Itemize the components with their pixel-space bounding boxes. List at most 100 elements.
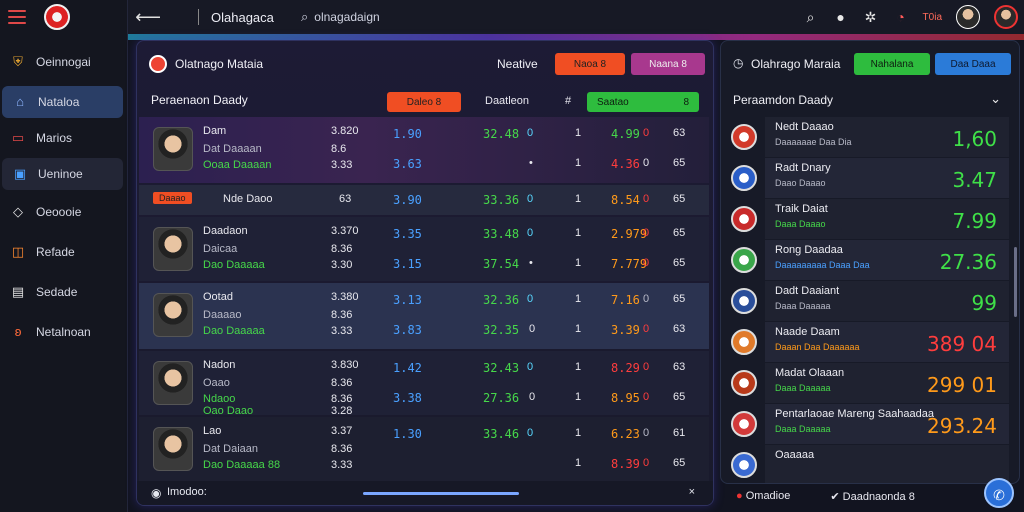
main-footer: ◉ Imodoo: × xyxy=(137,481,713,505)
marker: 0 xyxy=(527,127,534,139)
sidebar-top xyxy=(0,0,127,34)
list-item[interactable]: Rong Daadaa Daaaaaaaaa Daaa Daa 27.36 xyxy=(765,240,1009,280)
list-item[interactable]: Radt Dnary Daao Daaao 3.47 xyxy=(765,158,1009,198)
item-value: 3.47 xyxy=(952,168,997,192)
quota-b: 65 xyxy=(673,457,686,469)
odds-value: 3.90 xyxy=(393,193,422,207)
sidebar-item-label: Oeoooie xyxy=(36,205,82,219)
player-team: Daaaao xyxy=(203,309,242,321)
table-row[interactable]: Ootad Daaaao Dao Daaaaa 3.380 8.36 3.33 3.13 32… xyxy=(139,283,709,349)
quota-b: 65 xyxy=(673,257,686,269)
sidebar-item-4[interactable]: ◇ Oeoooie xyxy=(0,196,124,228)
price-marker: 0 xyxy=(643,427,650,439)
sidebar-item-0[interactable]: ⛨ Oeinnogai xyxy=(0,46,124,78)
ball-icon[interactable]: ● xyxy=(836,9,845,25)
player-name: Lao xyxy=(203,425,222,437)
table-row[interactable]: Lao Dat Daiaan Dao Daaaaa 88 3.37 8.36 3.33 1.… xyxy=(139,417,709,483)
header-purple-button[interactable]: Naana 8 xyxy=(631,53,705,75)
stat-b: 8.36 xyxy=(331,443,353,455)
brand-logo[interactable] xyxy=(44,4,70,30)
item-name: Madat Olaaan xyxy=(775,367,845,379)
item-value: 27.36 xyxy=(939,250,997,274)
sidebar-item-label: Sedade xyxy=(36,285,78,299)
count-b: 1 xyxy=(575,391,582,403)
list-item[interactable]: Naade Daam Daaan Daa Daaaaaa 389 04 xyxy=(765,322,1009,362)
column-label: Daatleon xyxy=(485,95,530,107)
stat-c: 3.33 xyxy=(331,159,353,171)
header-orange-button[interactable]: Naoa 8 xyxy=(555,53,625,75)
list-item[interactable]: Oaaaaa xyxy=(765,445,1009,483)
score-value-b: 37.54 xyxy=(483,257,520,271)
list-item[interactable]: Nedt Daaao Daaaaaae Daa Dia 1,60 xyxy=(765,117,1009,157)
close-icon[interactable]: × xyxy=(688,486,695,498)
search-icon[interactable]: ⌕ xyxy=(806,8,815,25)
search-input[interactable]: olnagadaign xyxy=(314,10,380,24)
quota: 65 xyxy=(673,293,686,305)
filter-orange-button[interactable]: Daleo 8 xyxy=(387,92,461,112)
vertical-scrollbar[interactable] xyxy=(1014,247,1017,317)
odds-value-b: 3.15 xyxy=(393,257,422,271)
list-item[interactable]: Traik Daiat Daaa Daaao 7.99 xyxy=(765,199,1009,239)
marker-b: 0 xyxy=(529,391,536,403)
hamburger-menu-icon[interactable] xyxy=(8,10,26,24)
item-value: 299 01 xyxy=(927,373,997,397)
marker: 0 xyxy=(527,427,534,439)
item-meta: Daaa Daaaaa xyxy=(775,424,831,434)
right-green-button[interactable]: Nahalana xyxy=(854,53,930,75)
soccer-icon[interactable]: ✲ xyxy=(864,8,877,25)
player-name: Dam xyxy=(203,125,227,137)
count: 1 xyxy=(575,127,582,139)
item-meta: Daaaaaaaaa Daaa Daa xyxy=(775,260,870,270)
price-marker-b: 0 xyxy=(643,257,650,269)
quota: 65 xyxy=(673,227,686,239)
notification-icon[interactable]: ◔ xyxy=(896,9,905,25)
score-value: 32.48 xyxy=(483,127,520,141)
sidebar: ⛨ Oeinnogai ⌂ Nataloa ▭ Marios ▣ Ueninoe ◇ Oeoooi… xyxy=(0,0,128,512)
back-arrow-icon[interactable]: ⟵ xyxy=(135,6,161,27)
player-name: Nadon xyxy=(203,359,236,371)
price-value: 6.23 xyxy=(611,427,640,441)
list-item[interactable]: Madat Olaaan Daaa Daaaaa 299 01 xyxy=(765,363,1009,403)
odds-value-b: 3.38 xyxy=(393,391,422,405)
horizontal-scrollbar[interactable] xyxy=(363,492,519,495)
stat-b: 8.6 xyxy=(331,143,347,155)
locale-flag[interactable]: T0ia xyxy=(922,11,942,23)
sidebar-item-3[interactable]: ▣ Ueninoe xyxy=(2,158,123,190)
price-value: 7.16 xyxy=(611,293,640,307)
sidebar-item-7[interactable]: ʚ Netalnoan xyxy=(0,316,124,348)
odds-value: 1.42 xyxy=(393,361,422,375)
row-tag[interactable]: Daaao xyxy=(153,192,192,204)
profile-avatar[interactable] xyxy=(994,5,1018,29)
list-item[interactable]: Dadt Daaiant Daaa Daaaaa 99 xyxy=(765,281,1009,321)
sidebar-item-6[interactable]: ▤ Sedade xyxy=(0,276,124,308)
search-bar[interactable]: ⌕ olnagadaign xyxy=(301,9,380,25)
neon-accent xyxy=(128,34,1024,40)
score-value: 33.46 xyxy=(483,427,520,441)
right-footer-left[interactable]: ● Omadioe xyxy=(736,490,791,502)
sidebar-item-1[interactable]: ⌂ Nataloa xyxy=(2,86,123,118)
user-avatar[interactable] xyxy=(956,5,980,29)
list-item[interactable]: Pentarlaoae Mareng Saahaadaa Daaa Daaaaa 2… xyxy=(765,404,1009,444)
chevron-down-icon[interactable]: ⌄ xyxy=(990,91,1001,106)
table-row[interactable]: Daadaon Daicaa Dao Daaaaa 3.370 8.36 3.30 3.35… xyxy=(139,217,709,281)
status-green-button[interactable]: Saatao 8 xyxy=(587,92,699,112)
item-value: 1,60 xyxy=(952,127,997,151)
stat-c: 3.33 xyxy=(331,325,353,337)
chat-bubble-icon[interactable]: ✆ xyxy=(984,478,1014,508)
price-marker-b: 0 xyxy=(643,457,650,469)
table-row[interactable]: Nadon Oaao Ndaoo Oao Daao 3.830 8.36 8.36 3.28 1… xyxy=(139,351,709,417)
marker-b: • xyxy=(529,157,533,169)
price-value: 2.979 xyxy=(611,227,648,241)
table-row[interactable]: Dam Dat Daaaan Ooaa Daaaan 3.820 8.6 3.33 1.90… xyxy=(139,117,709,183)
odds-value: 3.35 xyxy=(393,227,422,241)
table-row[interactable]: Daaao Nde Daoo 63 3.90 33.36 0 1 8.54 0 65 xyxy=(139,185,709,215)
marker: 0 xyxy=(527,293,534,305)
player-team: Dat Daaaan xyxy=(203,143,262,155)
team-logo-icon xyxy=(149,55,167,73)
price-value: 4.99 xyxy=(611,127,640,141)
right-footer-right[interactable]: ✔ Daadnaonda 8 xyxy=(830,490,915,503)
sidebar-item-5[interactable]: ◫ Refade xyxy=(0,236,124,268)
sidebar-item-2[interactable]: ▭ Marios xyxy=(0,122,124,154)
player-avatar xyxy=(153,293,193,337)
right-blue-button[interactable]: Daa Daaa xyxy=(935,53,1011,75)
